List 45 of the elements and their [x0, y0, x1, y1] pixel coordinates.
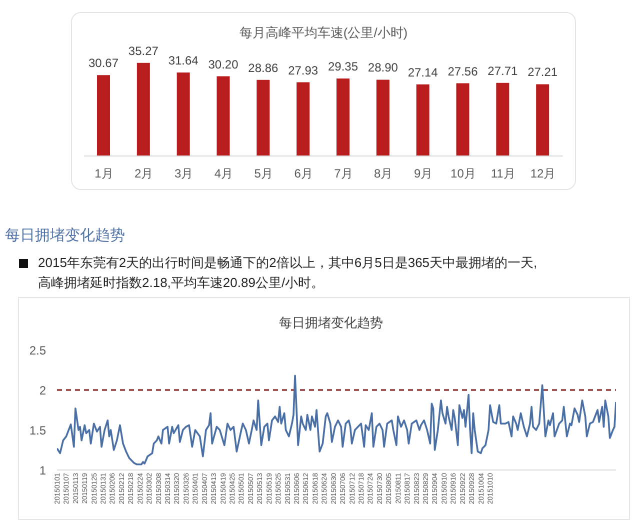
x-tick-label: 5月 [254, 166, 273, 181]
data-label: 35.27 [128, 44, 159, 58]
y-tick-label: 1.5 [29, 423, 46, 438]
bar [536, 84, 550, 156]
x-tick-label: 9月 [414, 166, 433, 181]
text: 每日拥堵变化趋势 [5, 227, 125, 245]
x-tick-label: 1月 [94, 166, 114, 181]
data-label: 28.90 [368, 60, 398, 75]
y-tick-label: 2.5 [29, 343, 46, 358]
x-tick-label: 11月 [490, 166, 516, 181]
bar [176, 72, 190, 156]
data-label: 30.20 [208, 57, 239, 72]
data-label: 27.14 [408, 65, 438, 80]
y-tick-label: 1 [39, 463, 46, 478]
data-label: 27.71 [488, 64, 518, 78]
x-tick-label: 3月 [174, 166, 194, 181]
bar [336, 78, 350, 156]
x-tick-label: 2月 [134, 166, 154, 181]
data-label: 29.35 [328, 60, 358, 74]
bar [416, 84, 430, 156]
bar [456, 83, 470, 156]
bar [256, 80, 270, 156]
x-tick-label: 6月 [294, 166, 313, 181]
bar [216, 76, 230, 156]
chart-title: 每日拥堵变化趋势 [278, 314, 384, 332]
data-label: 30.67 [88, 56, 119, 70]
x-tick-label: 12月 [530, 166, 556, 181]
bar [376, 80, 390, 156]
data-label: 27.56 [448, 64, 478, 78]
bar [296, 82, 310, 156]
x-tick-label: 7月 [334, 166, 353, 181]
y-tick-label: 2 [39, 383, 46, 398]
chart-title: 每月高峰平均车速(公里/小时) [238, 24, 409, 42]
bar [136, 62, 150, 156]
text: 2015年东莞有2天的出行时间是畅通下的2倍以上，其中6月5日是365天中最拥堵的一天,高峰拥堵延时指数2.18,平均车速20.89公里/小时。 [38, 254, 538, 292]
data-label: 27.93 [288, 63, 318, 78]
data-label: 27.21 [528, 65, 558, 80]
bar [97, 75, 110, 156]
bar [496, 82, 510, 156]
x-tick-label: 8月 [374, 166, 393, 181]
x-tick-label: 4月 [214, 166, 234, 181]
data-label: 28.86 [248, 60, 279, 75]
x-tick-label: 10月 [450, 166, 476, 181]
data-label: 31.64 [168, 54, 199, 68]
line-series [57, 374, 616, 466]
